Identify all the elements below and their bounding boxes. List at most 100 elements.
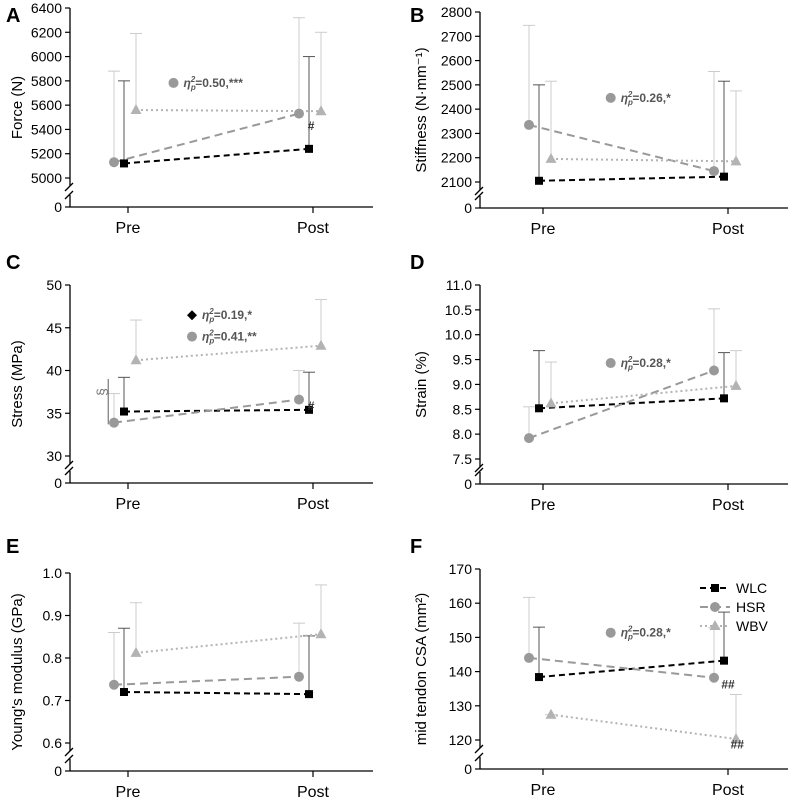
- y-tick-label-zero: 0: [464, 200, 472, 216]
- y-tick-label: 6200: [31, 24, 62, 40]
- series-line-WBV: [135, 109, 322, 113]
- y-tick-label: 5400: [31, 121, 62, 137]
- panel-letter: A: [6, 5, 20, 27]
- y-axis-label: Stiffness (N·mm⁻¹): [413, 47, 430, 172]
- y-tick-label: 2300: [441, 125, 472, 141]
- y-tick-label: 120: [449, 732, 473, 748]
- data-point-WBV: [730, 732, 742, 743]
- y-tick-label: 160: [449, 595, 473, 611]
- y-tick-label: 9.5: [453, 352, 473, 368]
- axis-break-mark: [64, 190, 74, 200]
- axis-break-mark: [64, 460, 74, 470]
- annotation-marker: [605, 92, 616, 103]
- data-point-WLC: [305, 405, 313, 414]
- y-tick-label: 9.0: [453, 376, 473, 392]
- y-axis-label: Strain (%): [413, 351, 430, 418]
- annotation-text: ηp2=0.28,*: [621, 625, 671, 642]
- y-tick-label: 130: [449, 698, 473, 714]
- data-point-WLC: [720, 394, 728, 403]
- data-point-WBV: [130, 104, 142, 114]
- data-point-WLC: [535, 176, 543, 185]
- series-line-HSR: [113, 675, 300, 686]
- y-tick-label: 6400: [31, 0, 62, 16]
- data-point-HSR: [109, 417, 119, 428]
- data-point-HSR: [109, 157, 119, 168]
- legend-marker: [709, 620, 721, 630]
- axis-break-mark: [64, 747, 74, 757]
- data-point-HSR: [709, 672, 719, 683]
- y-tick-label: 2700: [441, 28, 472, 44]
- x-tick-label: Post: [712, 497, 745, 514]
- series-line-WBV: [135, 633, 322, 654]
- y-tick-label: 0.7: [43, 693, 63, 709]
- y-tick-label-zero: 0: [54, 199, 62, 215]
- panel-A: A 5000 5200 5400 5600 5800 6000 6200 6400 0 Pre Pos…: [6, 0, 373, 237]
- series-line-WBV: [135, 344, 322, 362]
- annotation-text: ηp2=0.19,*: [202, 307, 252, 324]
- data-point-WLC: [720, 172, 728, 181]
- data-point-WBV: [730, 155, 742, 166]
- annotation-text: ηp2=0.41,**: [202, 329, 257, 346]
- annotation-text: ηp2=0.28,*: [621, 355, 671, 372]
- y-tick-label: 45: [46, 320, 62, 336]
- panel-D: D 7.5 8.0 8.5 9.0 9.5 10.0 10.5 11.0 0 Pre Post Stra…: [410, 252, 788, 514]
- x-tick-label: Pre: [531, 221, 556, 238]
- legend-item-HSR: HSR: [700, 599, 766, 615]
- y-tick-label: 7.5: [453, 451, 473, 467]
- legend-label: HSR: [736, 599, 766, 615]
- data-point-HSR: [709, 365, 719, 376]
- y-tick-label: 170: [449, 561, 473, 577]
- y-tick-label-zero: 0: [464, 476, 472, 492]
- y-tick-label: 2800: [441, 4, 472, 20]
- panel-letter: D: [410, 252, 424, 274]
- series-line-HSR: [528, 123, 715, 173]
- data-point-WLC: [120, 407, 128, 416]
- panel-E: E 0.6 0.7 0.8 0.9 1.0 0 Pre Post Young's modulus …: [6, 536, 373, 801]
- y-tick-label: 2400: [441, 101, 472, 117]
- y-tick-label-zero: 0: [54, 475, 62, 491]
- data-point-HSR: [109, 679, 119, 690]
- data-point-WBV: [315, 339, 327, 350]
- x-tick-label: Pre: [531, 782, 556, 799]
- axis-break-mark: [474, 191, 484, 201]
- annotation-marker: [187, 331, 197, 342]
- y-axis-label: Stress (MPa): [9, 340, 26, 428]
- x-tick-label: Pre: [116, 784, 141, 801]
- y-tick-label: 35: [46, 405, 62, 421]
- data-point-WLC: [120, 688, 128, 696]
- y-tick-label-zero: 0: [54, 763, 62, 779]
- annotation-marker: [605, 627, 616, 638]
- x-tick-label: Post: [297, 220, 330, 237]
- data-point-HSR: [524, 433, 534, 444]
- series-line-WLC: [538, 175, 725, 182]
- y-tick-label: 1.0: [43, 565, 63, 581]
- y-tick-label: 2500: [441, 77, 472, 93]
- x-tick-label: Post: [712, 221, 745, 238]
- panel-F: F 120 130 140 150 160 170 0 Pre Post mid tendon CS…: [410, 536, 788, 799]
- series-line-WLC: [123, 691, 310, 696]
- legend-label: WBV: [736, 618, 769, 634]
- y-axis-label: Young's modulus (GPa): [9, 593, 26, 750]
- data-point-WBV: [130, 646, 142, 657]
- annotation-text: #: [308, 119, 315, 133]
- series-line-WBV: [550, 713, 737, 740]
- x-tick-label: Pre: [116, 496, 141, 513]
- axis-break-mark: [474, 467, 484, 477]
- y-tick-label: 0.9: [43, 608, 63, 624]
- series-line-WBV: [550, 157, 737, 163]
- annotation-text: ##: [721, 678, 735, 692]
- data-point-WBV: [730, 379, 742, 390]
- series-line-WBV: [550, 384, 737, 405]
- data-point-WLC: [120, 159, 128, 168]
- annotation-text: ηp2=0.26,*: [621, 90, 671, 107]
- series-line-WLC: [538, 397, 725, 410]
- legend-label: WLC: [736, 580, 767, 596]
- x-tick-label: Post: [297, 496, 330, 513]
- annotation-marker: [605, 358, 616, 369]
- y-tick-label: 5200: [31, 146, 62, 162]
- panel-C: C 30 35 40 45 50 0 Pre Post Stress (MPa) ηp2=0.19,…: [6, 252, 373, 513]
- y-tick-label: 5600: [31, 97, 62, 113]
- panel-letter: B: [410, 5, 424, 27]
- x-tick-label: Pre: [531, 497, 556, 514]
